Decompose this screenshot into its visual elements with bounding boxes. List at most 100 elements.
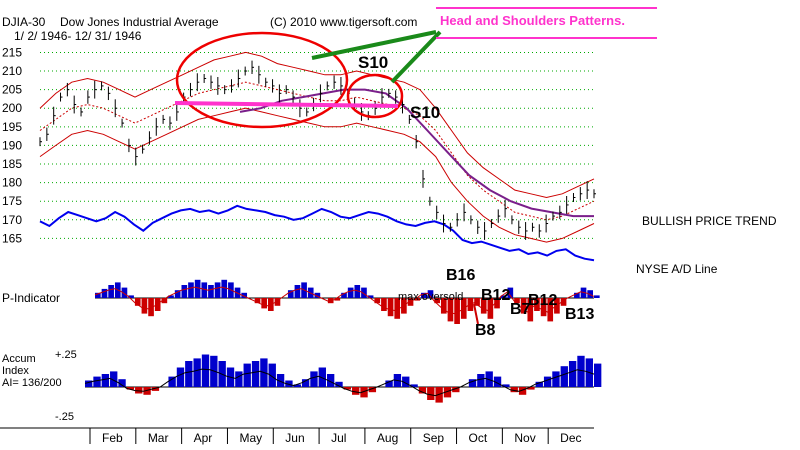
p-indicator-bar-66 — [534, 298, 540, 311]
price-bar-18 — [162, 114, 166, 124]
price-bar-80 — [586, 181, 590, 199]
price-bar-36 — [285, 85, 289, 95]
p-indicator-bar-6 — [134, 298, 141, 306]
p-indicator-bar-50 — [427, 290, 434, 298]
accum-bar-20 — [251, 361, 260, 387]
accum-bar-22 — [268, 363, 276, 387]
price-bar-15 — [142, 144, 145, 154]
accum-bar-36 — [385, 380, 393, 387]
accum-bar-55 — [543, 376, 552, 387]
price-bar-66 — [490, 219, 494, 228]
p-indicator-bar-58 — [480, 298, 487, 314]
p-indicator-bar-22 — [241, 292, 248, 298]
accum-bar-28 — [318, 367, 326, 387]
ad-line-label: NYSE A/D Line — [636, 262, 718, 276]
accum-bar-46 — [468, 379, 477, 387]
p-indicator-bar-42 — [374, 298, 381, 304]
p-indicator-bar-11 — [168, 295, 174, 298]
price-bar-24 — [203, 74, 207, 83]
y-tick-200: 200 — [2, 101, 22, 115]
p-indicator-bar-62 — [507, 287, 514, 298]
p-indicator-bar-52 — [440, 298, 447, 314]
symbol-label: DJIA-30 — [2, 15, 46, 29]
price-bar-12 — [121, 118, 125, 128]
price-bar-29 — [237, 69, 241, 88]
price-bar-52 — [395, 90, 398, 104]
p-indicator-bar-4 — [121, 287, 128, 298]
accum-bar-19 — [243, 363, 251, 387]
price-bar-61 — [456, 213, 460, 227]
y-tick-190: 190 — [2, 138, 22, 152]
price-bar-8 — [94, 80, 97, 99]
p-indicator-bar-15 — [194, 279, 201, 298]
p-indicator-bar-33 — [314, 292, 321, 298]
p-indicator-bar-64 — [520, 298, 527, 314]
accum-smooth-line — [84, 368, 595, 397]
price-bar-7 — [87, 90, 90, 104]
price-bar-0 — [39, 137, 42, 147]
p-indicator-bar-1 — [101, 288, 108, 298]
p-indicator-bar-63 — [514, 298, 520, 304]
accum-bar-57 — [560, 366, 568, 387]
price-bar-34 — [272, 79, 275, 93]
price-bar-60 — [449, 222, 453, 232]
accum-bar-3 — [110, 371, 118, 387]
accum-bar-38 — [402, 376, 410, 387]
price-bar-6 — [80, 107, 84, 117]
ad-line — [39, 204, 595, 262]
accum-bottom-value: -.25 — [55, 411, 74, 423]
accum-top-value: +.25 — [55, 349, 77, 361]
price-bar-35 — [278, 84, 282, 103]
price-bar-1 — [46, 127, 49, 141]
p-indicator-bar-57 — [474, 298, 480, 306]
accum-label-2: Index — [2, 365, 29, 377]
p-indicator-bar-49 — [421, 292, 427, 298]
month-label-aug: Aug — [377, 431, 398, 445]
accum-bar-39 — [410, 384, 418, 387]
accum-bar-59 — [577, 355, 585, 387]
p-indicator-bar-16 — [201, 282, 208, 298]
pattern-banner: Head and Shoulders Patterns. — [440, 13, 625, 28]
p-indicator-bar-37 — [341, 292, 347, 298]
p-indicator-bar-60 — [494, 298, 500, 309]
signal-arrow-b8 — [473, 303, 479, 325]
ma-50-line — [239, 88, 594, 218]
accum-bar-53 — [527, 387, 535, 390]
price-bar-22 — [189, 82, 193, 97]
price-bar-62 — [463, 203, 467, 222]
accum-bar-26 — [301, 379, 310, 387]
pattern-annotations — [174, 7, 657, 325]
month-label-nov: Nov — [514, 431, 535, 445]
price-bar-50 — [381, 88, 384, 106]
accum-bar-32 — [352, 387, 360, 395]
p-indicator-bar-25 — [261, 298, 267, 309]
accum-bar-40 — [418, 387, 427, 394]
price-bar-51 — [388, 88, 391, 98]
p-indicator-bar-61 — [500, 295, 507, 298]
p-indicator-bar-72 — [574, 292, 580, 298]
month-label-may: May — [239, 431, 262, 445]
price-bar-67 — [497, 209, 501, 223]
p-indicator-bar-45 — [394, 298, 401, 319]
p-indicator-label: P-Indicator — [2, 291, 61, 305]
pointer-arrow-lower — [390, 30, 442, 84]
p-indicator-bar-38 — [347, 287, 354, 298]
price-bar-58 — [436, 205, 439, 220]
p-indicator-bar-41 — [367, 295, 374, 298]
price-bar-42 — [326, 81, 330, 91]
p-indicator-bar-17 — [208, 285, 214, 298]
y-tick-165: 165 — [2, 231, 22, 245]
y-tick-195: 195 — [2, 120, 22, 134]
y-tick-185: 185 — [2, 157, 22, 171]
signal-b8: B8 — [475, 322, 496, 339]
p-indicator-bar-48 — [414, 298, 421, 301]
accum-index-panel — [84, 354, 602, 403]
price-bar-23 — [196, 73, 200, 92]
ad-line-path — [39, 204, 595, 262]
accum-bar-1 — [93, 376, 101, 387]
p-indicator-bar-12 — [174, 290, 181, 298]
accum-bar-10 — [168, 376, 176, 387]
accum-bar-52 — [518, 387, 527, 395]
p-indicator-bar-67 — [540, 298, 547, 317]
